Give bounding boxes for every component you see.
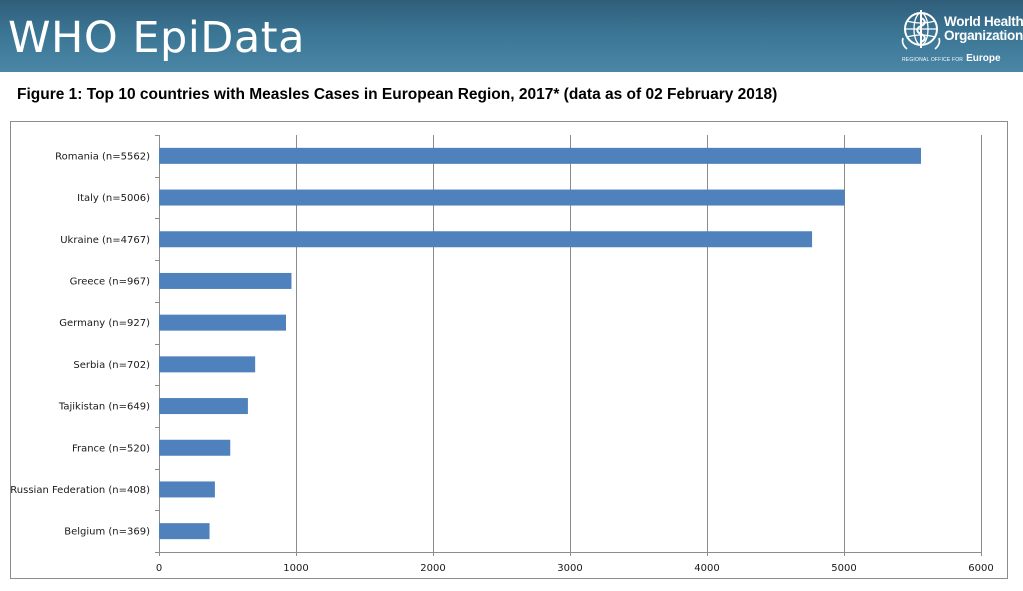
logo-subtitle: REGIONAL OFFICE FOR Europe (902, 48, 1001, 66)
x-tick-label-1: 1000 (283, 563, 308, 574)
bar-3 (159, 272, 292, 289)
bar-9 (159, 523, 210, 540)
category-label-2: Ukraine (n=4767) (60, 235, 150, 246)
x-tick-label-6: 6000 (968, 563, 993, 574)
logo-text-world-health: World Health (944, 14, 1023, 29)
bar-chart: Romania (n=5562) Italy (n=5006) Ukraine (n… (11, 135, 994, 574)
logo-sub-europe: Europe (966, 53, 1001, 64)
who-emblem-icon (901, 10, 941, 50)
x-tick-label-2: 2000 (420, 563, 445, 574)
bar-0 (159, 147, 921, 164)
category-label-0: Romania (n=5562) (55, 151, 150, 162)
chart-frame: Romania (n=5562) Italy (n=5006) Ukraine (n… (10, 121, 1008, 579)
bar-7 (159, 439, 231, 456)
x-tick-label-3: 3000 (557, 563, 582, 574)
figure-title: Figure 1: Top 10 countries with Measles … (17, 86, 778, 103)
category-label-9: Belgium (n=369) (64, 527, 150, 538)
x-tick-label-4: 4000 (694, 563, 719, 574)
page-title: WHO EpiData (8, 13, 305, 63)
who-logo: World Health Organization REGIONAL OFFIC… (898, 8, 1023, 66)
category-label-1: Italy (n=5006) (77, 193, 150, 204)
bar-1 (159, 189, 845, 206)
logo-sub-small: REGIONAL OFFICE FOR (902, 57, 964, 63)
bar-5 (159, 356, 256, 373)
bar-8 (159, 481, 215, 498)
category-label-5: Serbia (n=702) (73, 360, 150, 371)
bar-2 (159, 231, 813, 248)
x-tick-label-5: 5000 (831, 563, 856, 574)
category-label-4: Germany (n=927) (59, 318, 150, 329)
bar-6 (159, 398, 248, 415)
category-label-8: Russian Federation (n=408) (11, 485, 150, 496)
x-tick-label-0: 0 (156, 563, 162, 574)
logo-text-organization: Organization (944, 28, 1023, 43)
header-banner: WHO EpiData World Health Organization RE… (0, 0, 1023, 72)
category-label-3: Greece (n=967) (70, 276, 150, 287)
category-label-7: France (n=520) (72, 443, 150, 454)
bar-4 (159, 314, 286, 331)
category-label-6: Tajikistan (n=649) (58, 402, 150, 413)
